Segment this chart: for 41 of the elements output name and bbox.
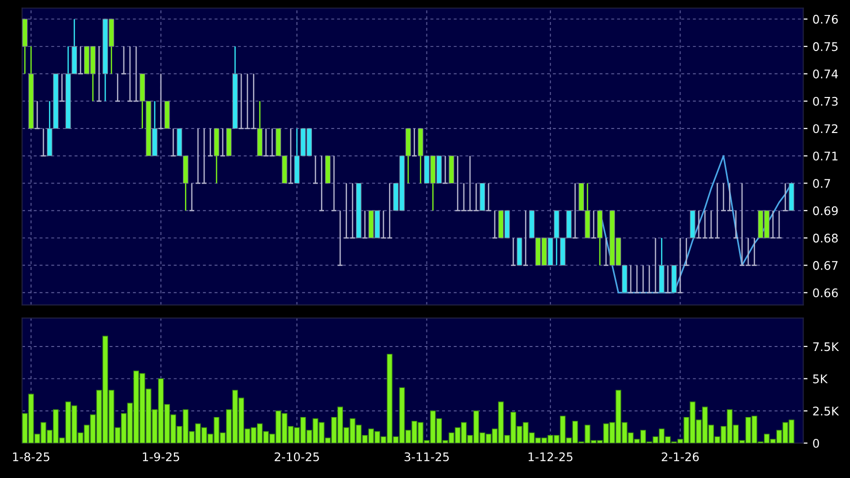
x-tick-label: 2-10-25	[274, 452, 319, 462]
candlestick	[442, 155, 448, 184]
y-tick-label: 0.66	[813, 288, 838, 298]
candlestick	[337, 210, 344, 266]
y-tick-label: 0.71	[813, 152, 838, 161]
candlestick	[602, 237, 610, 266]
candlestick	[510, 237, 516, 266]
y-tick-label: 7.5K	[813, 342, 840, 352]
candlestick	[677, 237, 684, 294]
y-tick-label: 5K	[813, 374, 828, 384]
x-tick-label: 1-9-25	[142, 452, 180, 462]
y-tick-label: 0.74	[813, 70, 838, 78]
candlestick	[207, 128, 214, 156]
candlestick	[114, 73, 121, 102]
x-tick-label: 3-11-25	[404, 452, 449, 462]
y-tick-label: 0	[813, 438, 820, 448]
y-tick-label: 0.73	[813, 96, 838, 106]
y-tick-label: 0.67	[813, 261, 838, 270]
y-tick-label: 0.69	[813, 206, 838, 216]
candlestick	[170, 128, 176, 156]
candlestick	[58, 73, 66, 102]
y-tick-label: 0.72	[813, 124, 838, 134]
x-tick-label: 1-8-25	[13, 452, 50, 462]
candlestick	[77, 46, 84, 74]
candlestick	[40, 128, 46, 156]
candlestick	[220, 128, 226, 156]
candlestick	[664, 264, 671, 294]
candlestick	[411, 128, 418, 156]
candlestick	[120, 46, 127, 74]
candlestick	[683, 237, 690, 266]
y-tick-label: 0.7	[813, 178, 830, 188]
candlestick	[288, 128, 294, 184]
x-tick-label: 2-1-26	[662, 452, 699, 462]
y-tick-label: 2.5K	[813, 406, 840, 416]
candlestick	[522, 210, 529, 266]
candlestick	[312, 155, 318, 184]
y-tick-label: 0.75	[813, 42, 838, 52]
y-tick-label: 0.76	[813, 14, 838, 24]
y-tick-label: 0.68	[813, 234, 838, 243]
candlestick	[96, 46, 102, 102]
x-tick-label: 1-12-25	[528, 452, 572, 462]
